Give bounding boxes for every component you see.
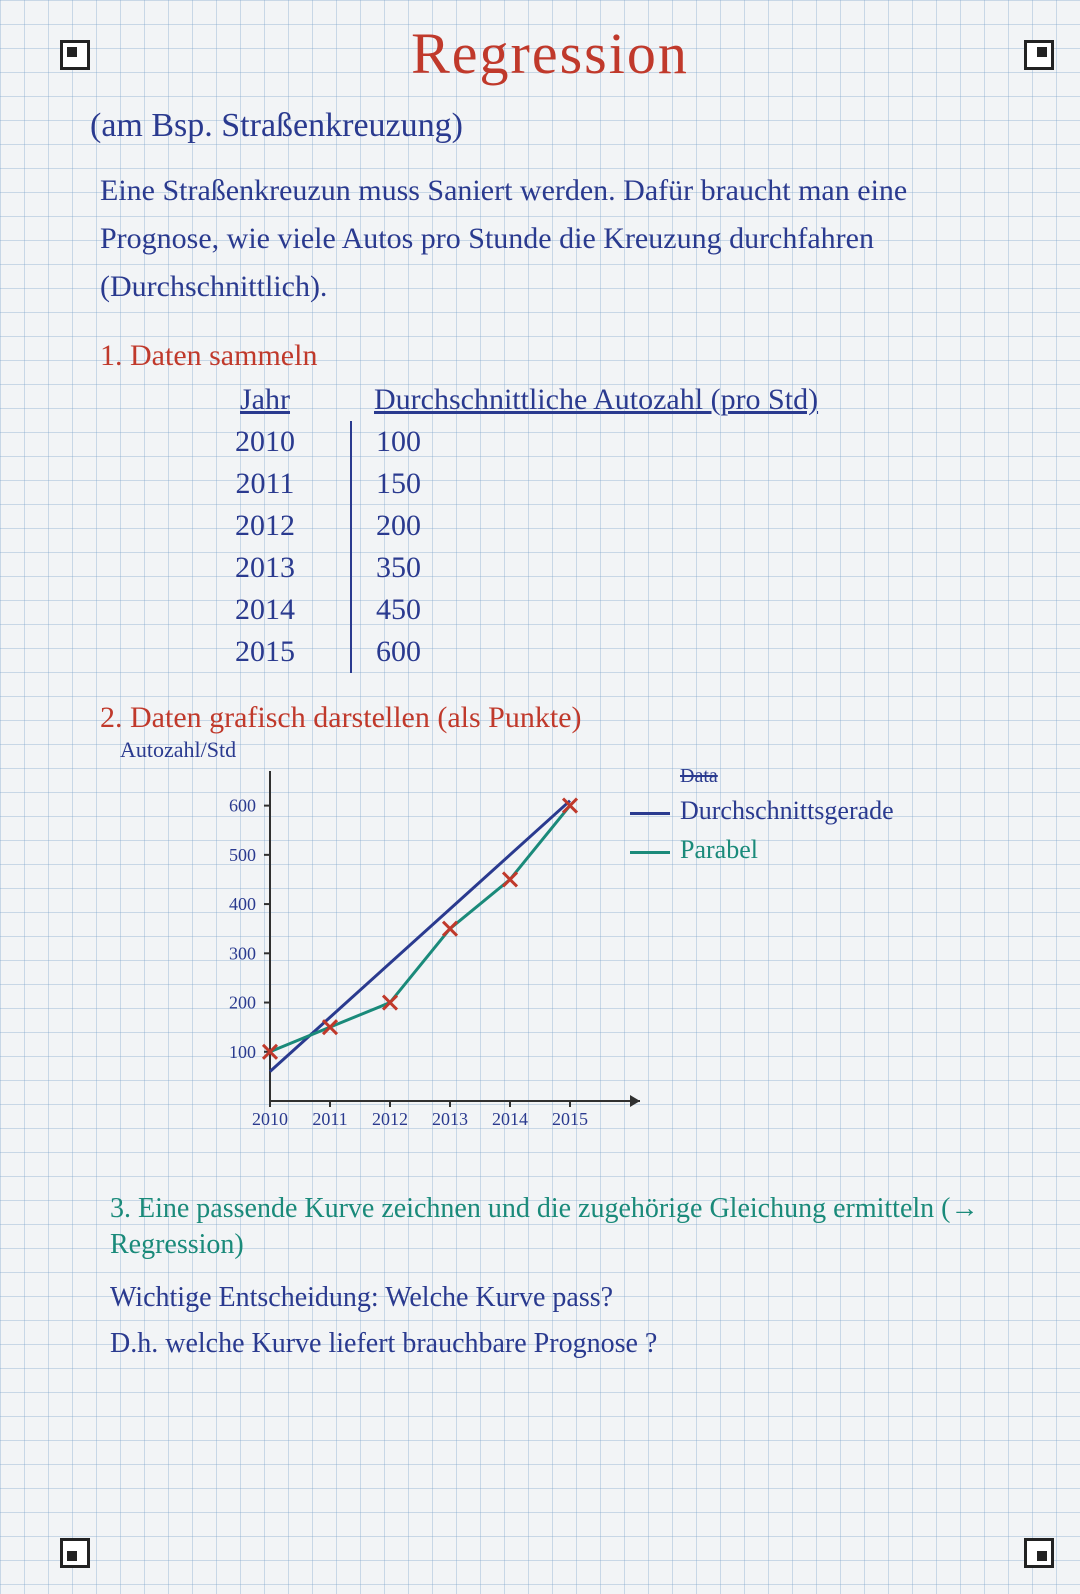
table-row: 2015 600	[180, 631, 1020, 673]
table-row: 2012 200	[180, 505, 1020, 547]
svg-text:2010: 2010	[252, 1109, 288, 1129]
cell-value: 150	[350, 463, 445, 505]
svg-text:2014: 2014	[492, 1109, 528, 1129]
cell-value: 100	[350, 421, 445, 463]
intro-paragraph: Eine Straßenkreuzun muss Saniert werden.…	[100, 167, 1000, 311]
svg-text:2015: 2015	[552, 1109, 588, 1129]
example-subtitle: (am Bsp. Straßenkreuzung)	[90, 107, 1020, 145]
question-which-curve: Wichtige Entscheidung: Welche Kurve pass…	[110, 1282, 980, 1314]
col-header-count: Durchschnittliche Autozahl (pro Std)	[350, 379, 842, 421]
svg-text:400: 400	[229, 894, 256, 914]
svg-text:600: 600	[229, 796, 256, 816]
section-2-heading: 2. Daten grafisch darstellen (als Punkte…	[100, 701, 1020, 735]
cell-value: 600	[350, 631, 445, 673]
graph-paper-sheet: Regression (am Bsp. Straßenkreuzung) Ein…	[0, 0, 1080, 1594]
cell-value: 200	[350, 505, 445, 547]
legend-data: Data	[680, 761, 894, 791]
page-title: Regression	[80, 20, 1020, 87]
scan-marker-bl	[60, 1538, 90, 1568]
table-row: 2010 100	[180, 421, 1020, 463]
section-3-heading: 3. Eine passende Kurve zeichnen und die …	[110, 1191, 980, 1264]
svg-text:300: 300	[229, 943, 256, 963]
svg-text:500: 500	[229, 845, 256, 865]
table-row: 2014 450	[180, 589, 1020, 631]
svg-text:2011: 2011	[312, 1109, 347, 1129]
page-content: Regression (am Bsp. Straßenkreuzung) Ein…	[80, 20, 1020, 1360]
cell-year: 2015	[180, 631, 350, 673]
cell-year: 2010	[180, 421, 350, 463]
cell-year: 2014	[180, 589, 350, 631]
svg-text:2013: 2013	[432, 1109, 468, 1129]
table-row: 2013 350	[180, 547, 1020, 589]
svg-text:2012: 2012	[372, 1109, 408, 1129]
scan-marker-tr	[1024, 40, 1054, 70]
legend-line: Durchschnittsgerade	[630, 791, 894, 830]
cell-year: 2012	[180, 505, 350, 547]
cell-year: 2013	[180, 547, 350, 589]
table-header: Jahr Durchschnittliche Autozahl (pro Std…	[180, 379, 1020, 421]
cell-value: 450	[350, 589, 445, 631]
col-header-year: Jahr	[180, 379, 350, 421]
cell-year: 2011	[180, 463, 350, 505]
question-prognosis: D.h. welche Kurve liefert brauchbare Pro…	[110, 1328, 980, 1360]
y-axis-label: Autozahl/Std	[120, 737, 236, 763]
chart-legend: Data Durchschnittsgerade Parabel	[630, 761, 894, 869]
data-table: Jahr Durchschnittliche Autozahl (pro Std…	[180, 379, 1020, 673]
section-1-heading: 1. Daten sammeln	[100, 339, 1020, 373]
svg-text:200: 200	[229, 993, 256, 1013]
scan-marker-br	[1024, 1538, 1054, 1568]
table-row: 2011 150	[180, 463, 1020, 505]
legend-parabola: Parabel	[630, 830, 894, 869]
chart-area: Autozahl/Std 100200300400500600201020112…	[120, 741, 1020, 1171]
cell-value: 350	[350, 547, 445, 589]
svg-text:100: 100	[229, 1042, 256, 1062]
